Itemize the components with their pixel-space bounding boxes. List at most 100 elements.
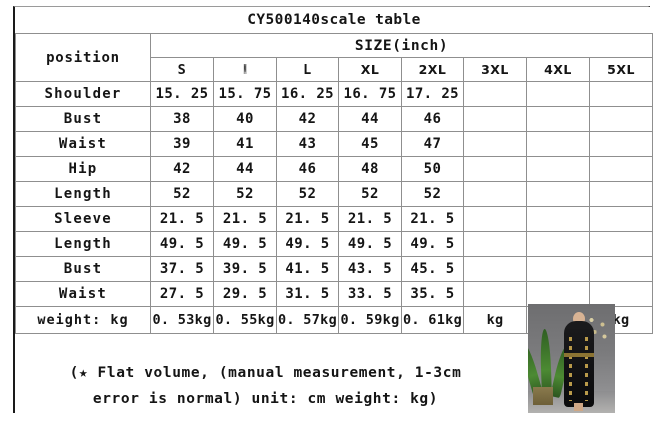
cell-l: 42 (277, 107, 339, 132)
title-row: CY500140scale table (16, 7, 653, 34)
cell-m: 40 (214, 107, 277, 132)
size-header-4xl: 4XL (527, 58, 590, 82)
cell-xl: 33. 5 (339, 282, 402, 307)
size-header-m-glyph: M (244, 63, 247, 78)
cell-3xl (464, 132, 527, 157)
cell-xl: 43. 5 (339, 257, 402, 282)
weight-cell-xl: 0. 59kg (339, 307, 402, 334)
size-header-s: S (151, 58, 214, 82)
weight-row-label: weight: kg (16, 307, 151, 334)
cell-2xl: 50 (402, 157, 464, 182)
model-belt (564, 353, 594, 357)
size-header-3xl: 3XL (464, 58, 527, 82)
table-row: Waist 27. 5 29. 5 31. 5 33. 5 35. 5 (16, 282, 653, 307)
cell-s: 37. 5 (151, 257, 214, 282)
table-row: Bust 38 40 42 44 46 (16, 107, 653, 132)
cell-l: 16. 25 (277, 82, 339, 107)
cell-2xl: 46 (402, 107, 464, 132)
cell-3xl (464, 82, 527, 107)
table-row: Length 52 52 52 52 52 (16, 182, 653, 207)
cell-4xl (527, 107, 590, 132)
cell-5xl (590, 282, 653, 307)
size-header-2xl: 2XL (402, 58, 464, 82)
cell-m: 15. 75 (214, 82, 277, 107)
table-row: Shoulder 15. 25 15. 75 16. 25 16. 75 17.… (16, 82, 653, 107)
cell-3xl (464, 207, 527, 232)
cell-3xl (464, 157, 527, 182)
cell-4xl (527, 257, 590, 282)
row-label: Hip (16, 157, 151, 182)
cell-3xl (464, 232, 527, 257)
model-legs (574, 403, 583, 411)
cell-4xl (527, 157, 590, 182)
cell-2xl: 47 (402, 132, 464, 157)
cell-2xl: 35. 5 (402, 282, 464, 307)
cell-m: 21. 5 (214, 207, 277, 232)
chart-title: CY500140scale table (16, 7, 653, 34)
weight-cell-3xl: kg (464, 307, 527, 334)
cell-s: 15. 25 (151, 82, 214, 107)
table-row: Sleeve 21. 5 21. 5 21. 5 21. 5 21. 5 (16, 207, 653, 232)
cell-m: 52 (214, 182, 277, 207)
row-label: Length (16, 182, 151, 207)
cell-l: 41. 5 (277, 257, 339, 282)
cell-m: 39. 5 (214, 257, 277, 282)
cell-s: 38 (151, 107, 214, 132)
cell-3xl (464, 107, 527, 132)
cell-s: 52 (151, 182, 214, 207)
cell-5xl (590, 157, 653, 182)
cell-3xl (464, 182, 527, 207)
cell-2xl: 17. 25 (402, 82, 464, 107)
row-label: Shoulder (16, 82, 151, 107)
cell-s: 27. 5 (151, 282, 214, 307)
cell-xl: 48 (339, 157, 402, 182)
cell-l: 52 (277, 182, 339, 207)
cell-5xl (590, 207, 653, 232)
cell-s: 49. 5 (151, 232, 214, 257)
row-label: Waist (16, 132, 151, 157)
size-header-5xl: 5XL (590, 58, 653, 82)
table-row: Hip 42 44 46 48 50 (16, 157, 653, 182)
measurement-note: (★ Flat volume, (manual measurement, 1-3… (16, 360, 516, 412)
cell-l: 31. 5 (277, 282, 339, 307)
size-header-l: L (277, 58, 339, 82)
cell-m: 29. 5 (214, 282, 277, 307)
row-label: Bust (16, 107, 151, 132)
cell-m: 41 (214, 132, 277, 157)
row-label: Waist (16, 282, 151, 307)
cell-4xl (527, 232, 590, 257)
cell-5xl (590, 257, 653, 282)
cell-4xl (527, 132, 590, 157)
weight-cell-m: 0. 55kg (214, 307, 277, 334)
cell-5xl (590, 107, 653, 132)
position-header: position (16, 34, 151, 82)
model-dress (564, 321, 594, 407)
cell-l: 46 (277, 157, 339, 182)
cell-3xl (464, 257, 527, 282)
cell-l: 49. 5 (277, 232, 339, 257)
row-label: Sleeve (16, 207, 151, 232)
cell-s: 21. 5 (151, 207, 214, 232)
cell-4xl (527, 207, 590, 232)
cell-l: 21. 5 (277, 207, 339, 232)
table-row: Bust 37. 5 39. 5 41. 5 43. 5 45. 5 (16, 257, 653, 282)
cell-xl: 52 (339, 182, 402, 207)
weight-cell-l: 0. 57kg (277, 307, 339, 334)
size-header-xl: XL (339, 58, 402, 82)
cell-4xl (527, 82, 590, 107)
cell-4xl (527, 282, 590, 307)
weight-cell-2xl: 0. 61kg (402, 307, 464, 334)
cell-2xl: 45. 5 (402, 257, 464, 282)
table-row: Waist 39 41 43 45 47 (16, 132, 653, 157)
product-photo (528, 304, 615, 413)
cell-5xl (590, 182, 653, 207)
row-label: Bust (16, 257, 151, 282)
cell-4xl (527, 182, 590, 207)
size-group-header: SIZE(inch) (151, 34, 653, 58)
cell-s: 42 (151, 157, 214, 182)
cell-5xl (590, 232, 653, 257)
table-row: Length 49. 5 49. 5 49. 5 49. 5 49. 5 (16, 232, 653, 257)
plant-icon (532, 323, 562, 397)
cell-2xl: 52 (402, 182, 464, 207)
cell-s: 39 (151, 132, 214, 157)
